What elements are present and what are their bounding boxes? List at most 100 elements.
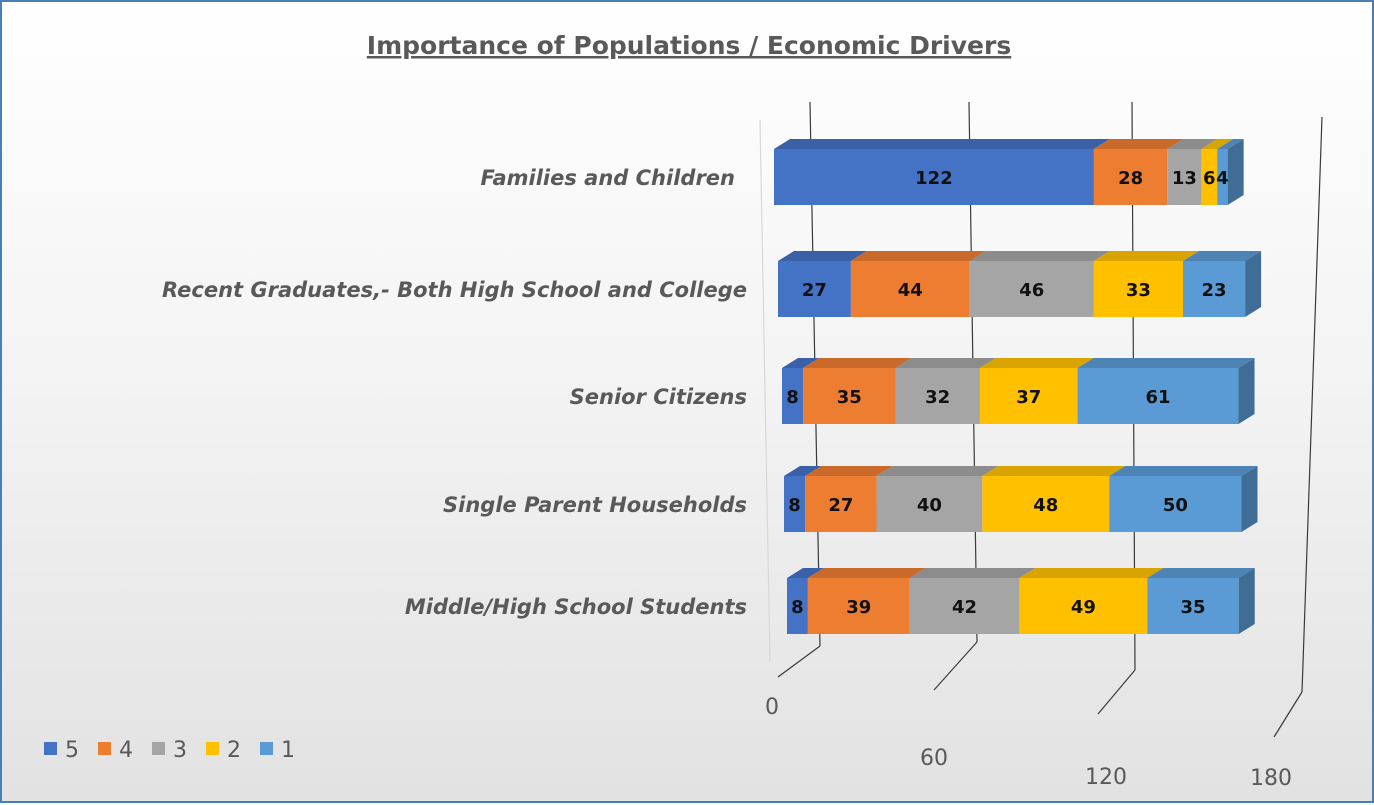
floor-gridline [1273, 691, 1303, 738]
bar-front-face [787, 578, 808, 634]
bar-top-face [1109, 466, 1258, 476]
bar-segment [1167, 139, 1218, 205]
bar-top-face [850, 251, 986, 261]
floor-gridline [777, 645, 821, 678]
legend-swatch [98, 742, 111, 755]
bar-segment [784, 466, 822, 532]
legend-label: 4 [119, 738, 133, 763]
bar-segment [787, 568, 824, 634]
data-label: 33 [1126, 280, 1151, 301]
data-label: 35 [1180, 597, 1205, 618]
data-label: 35 [837, 387, 862, 408]
legend-label: 5 [65, 738, 79, 763]
legend-item: 1 [260, 738, 295, 763]
bar-segment [1093, 251, 1199, 317]
data-label: 44 [898, 280, 923, 301]
category-label: Single Parent Households [443, 493, 747, 517]
bar-top-face [969, 251, 1110, 261]
bar-front-face [1217, 149, 1228, 205]
bar-side-face [1245, 251, 1262, 317]
x-tick-label: 0 [765, 695, 779, 720]
bar-top-face [782, 358, 820, 368]
bars: 122 28 13 6 4 27 44 46 33 23 8 35 32 37 61 8 27 40 48 50 8 39… [774, 139, 1262, 634]
data-label: 42 [952, 597, 977, 618]
bar-segment [1109, 466, 1258, 532]
bar-front-face [1183, 261, 1246, 317]
data-label: 13 [1172, 168, 1197, 189]
bar-segment [807, 568, 926, 634]
category-labels: Families and Children Recent Graduates,- … [162, 166, 747, 619]
bar-segment [1147, 568, 1255, 634]
bar-segment [1093, 139, 1184, 205]
bar-front-face [805, 476, 877, 532]
bar-side-face [1227, 139, 1244, 205]
bar-front-face [778, 261, 851, 317]
data-label: 28 [1118, 168, 1143, 189]
floor-gridline [933, 641, 978, 691]
bar-segment [778, 251, 867, 317]
bar-top-face [1201, 139, 1234, 149]
bar-segment [1217, 139, 1244, 205]
bar-top-face [774, 139, 1110, 149]
bar-segment [1019, 568, 1164, 634]
legend-item: 4 [98, 738, 133, 763]
category-label: Recent Graduates,- Both High School and … [162, 278, 747, 302]
bar-side-face [1238, 568, 1255, 634]
bar-top-face [982, 466, 1126, 476]
bar-top-face [1093, 139, 1184, 149]
data-label: 46 [1019, 280, 1044, 301]
bar-segment [805, 466, 893, 532]
legend-swatch [260, 742, 273, 755]
bar-front-face [784, 476, 806, 532]
bar-front-face [850, 261, 970, 317]
bar-top-face [1019, 568, 1164, 578]
legend: 5 4 3 2 1 [44, 738, 295, 763]
bar-segment [982, 466, 1126, 532]
data-label: 32 [925, 387, 950, 408]
data-label: 40 [917, 495, 942, 516]
bar-top-face [787, 568, 824, 578]
bar-segment [979, 358, 1094, 424]
bar-front-face [969, 261, 1094, 317]
bar-segment [850, 251, 986, 317]
legend-item: 2 [206, 738, 241, 763]
bar-segment [909, 568, 1036, 634]
bar-top-face [805, 466, 893, 476]
bar-front-face [807, 578, 910, 634]
legend-swatch [152, 742, 165, 755]
bar-front-face [1109, 476, 1242, 532]
chart-title: Importance of Populations / Economic Dri… [367, 31, 1011, 60]
data-label: 39 [846, 597, 871, 618]
bar-front-face [1077, 368, 1239, 424]
bar-top-face [778, 251, 867, 261]
bar-segment [876, 466, 999, 532]
bar-front-face [782, 368, 804, 424]
bar-front-face [1093, 261, 1183, 317]
x-tick-label: 180 [1250, 766, 1292, 791]
legend-item: 3 [152, 738, 187, 763]
bar-segment [803, 358, 912, 424]
bar-front-face [979, 368, 1078, 424]
bar-segment [1201, 139, 1234, 205]
data-label: 6 [1203, 168, 1216, 189]
bar-front-face [982, 476, 1110, 532]
bar-top-face [1217, 139, 1244, 149]
x-tick-label: 60 [920, 746, 948, 771]
bar-segment [969, 251, 1110, 317]
bar-top-face [1147, 568, 1255, 578]
category-label: Middle/High School Students [405, 595, 747, 619]
x-axis-ticks: 0 60 120 180 [765, 695, 1292, 791]
bar-top-face [1183, 251, 1262, 261]
bar-front-face [1167, 149, 1202, 205]
data-label: 27 [828, 495, 853, 516]
legend-label: 3 [173, 738, 187, 763]
data-label: 48 [1033, 495, 1058, 516]
bar-front-face [774, 149, 1094, 205]
bar-top-face [784, 466, 822, 476]
bar-top-face [807, 568, 926, 578]
bar-front-face [909, 578, 1020, 634]
bar-front-face [876, 476, 983, 532]
bar-side-face [1238, 358, 1255, 424]
bar-front-face [895, 368, 980, 424]
